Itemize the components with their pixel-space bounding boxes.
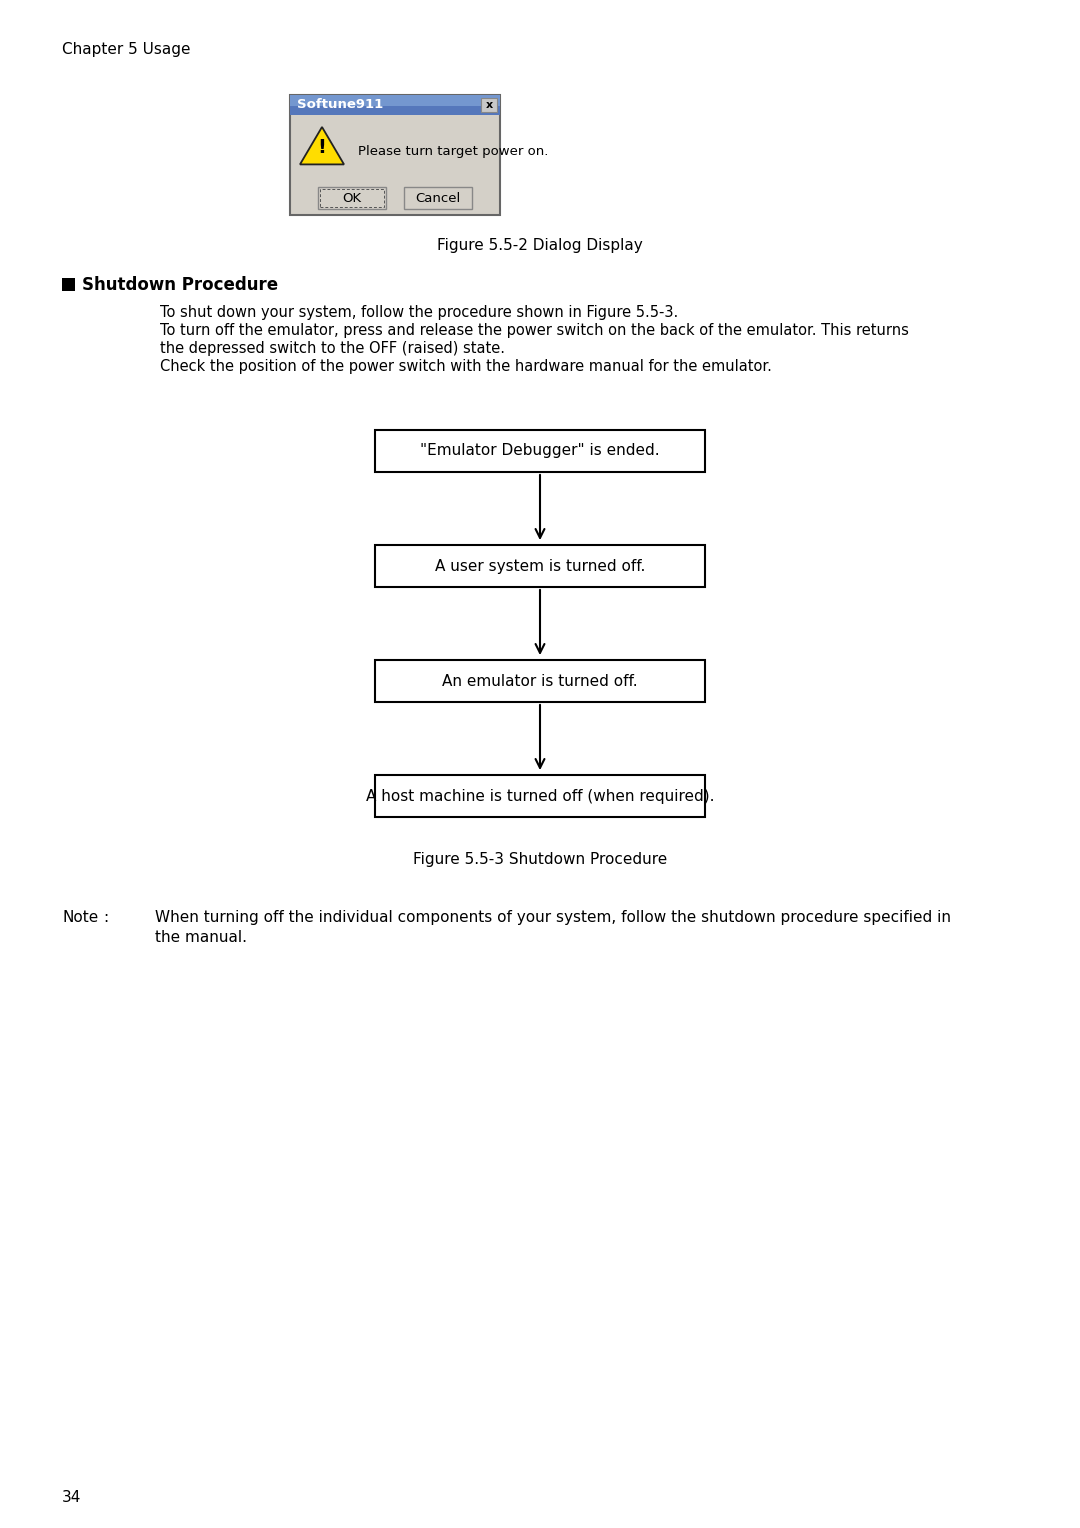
Text: Cancel: Cancel — [416, 191, 461, 205]
Bar — [375, 775, 705, 817]
Text: Check the position of the power switch with the hardware manual for the emulator: Check the position of the power switch w… — [160, 359, 772, 374]
Bar — [375, 660, 705, 701]
Text: A host machine is turned off (when required).: A host machine is turned off (when requi… — [366, 788, 714, 804]
Text: "Emulator Debugger" is ended.: "Emulator Debugger" is ended. — [420, 443, 660, 458]
Text: To turn off the emulator, press and release the power switch on the back of the : To turn off the emulator, press and rele… — [160, 322, 909, 338]
Text: Chapter 5 Usage: Chapter 5 Usage — [62, 41, 190, 57]
Bar — [404, 186, 472, 209]
Text: x: x — [485, 99, 492, 110]
Bar — [291, 95, 500, 115]
Bar — [318, 186, 386, 209]
Bar — [375, 545, 705, 587]
Text: A user system is turned off.: A user system is turned off. — [435, 559, 645, 573]
Bar — [320, 189, 384, 206]
Bar — [62, 278, 75, 290]
Bar — [481, 98, 497, 112]
Text: When turning off the individual components of your system, follow the shutdown p: When turning off the individual componen… — [156, 911, 951, 924]
Text: An emulator is turned off.: An emulator is turned off. — [442, 674, 638, 689]
Text: Note: Note — [62, 911, 98, 924]
Polygon shape — [300, 127, 345, 165]
Text: Please turn target power on.: Please turn target power on. — [357, 145, 549, 157]
Text: 34: 34 — [62, 1490, 81, 1505]
Text: Shutdown Procedure: Shutdown Procedure — [82, 275, 279, 293]
Text: To shut down your system, follow the procedure shown in Figure 5.5-3.: To shut down your system, follow the pro… — [160, 306, 678, 319]
Bar — [375, 429, 705, 472]
Text: Figure 5.5-3 Shutdown Procedure: Figure 5.5-3 Shutdown Procedure — [413, 853, 667, 866]
Text: !: ! — [318, 139, 326, 157]
Text: :: : — [103, 911, 108, 924]
Text: the manual.: the manual. — [156, 931, 247, 944]
Bar — [291, 95, 500, 105]
Text: Figure 5.5-2 Dialog Display: Figure 5.5-2 Dialog Display — [437, 238, 643, 254]
Text: OK: OK — [342, 191, 362, 205]
Text: the depressed switch to the OFF (raised) state.: the depressed switch to the OFF (raised)… — [160, 341, 505, 356]
Text: Softune911: Softune911 — [297, 98, 383, 112]
Bar — [291, 95, 500, 215]
